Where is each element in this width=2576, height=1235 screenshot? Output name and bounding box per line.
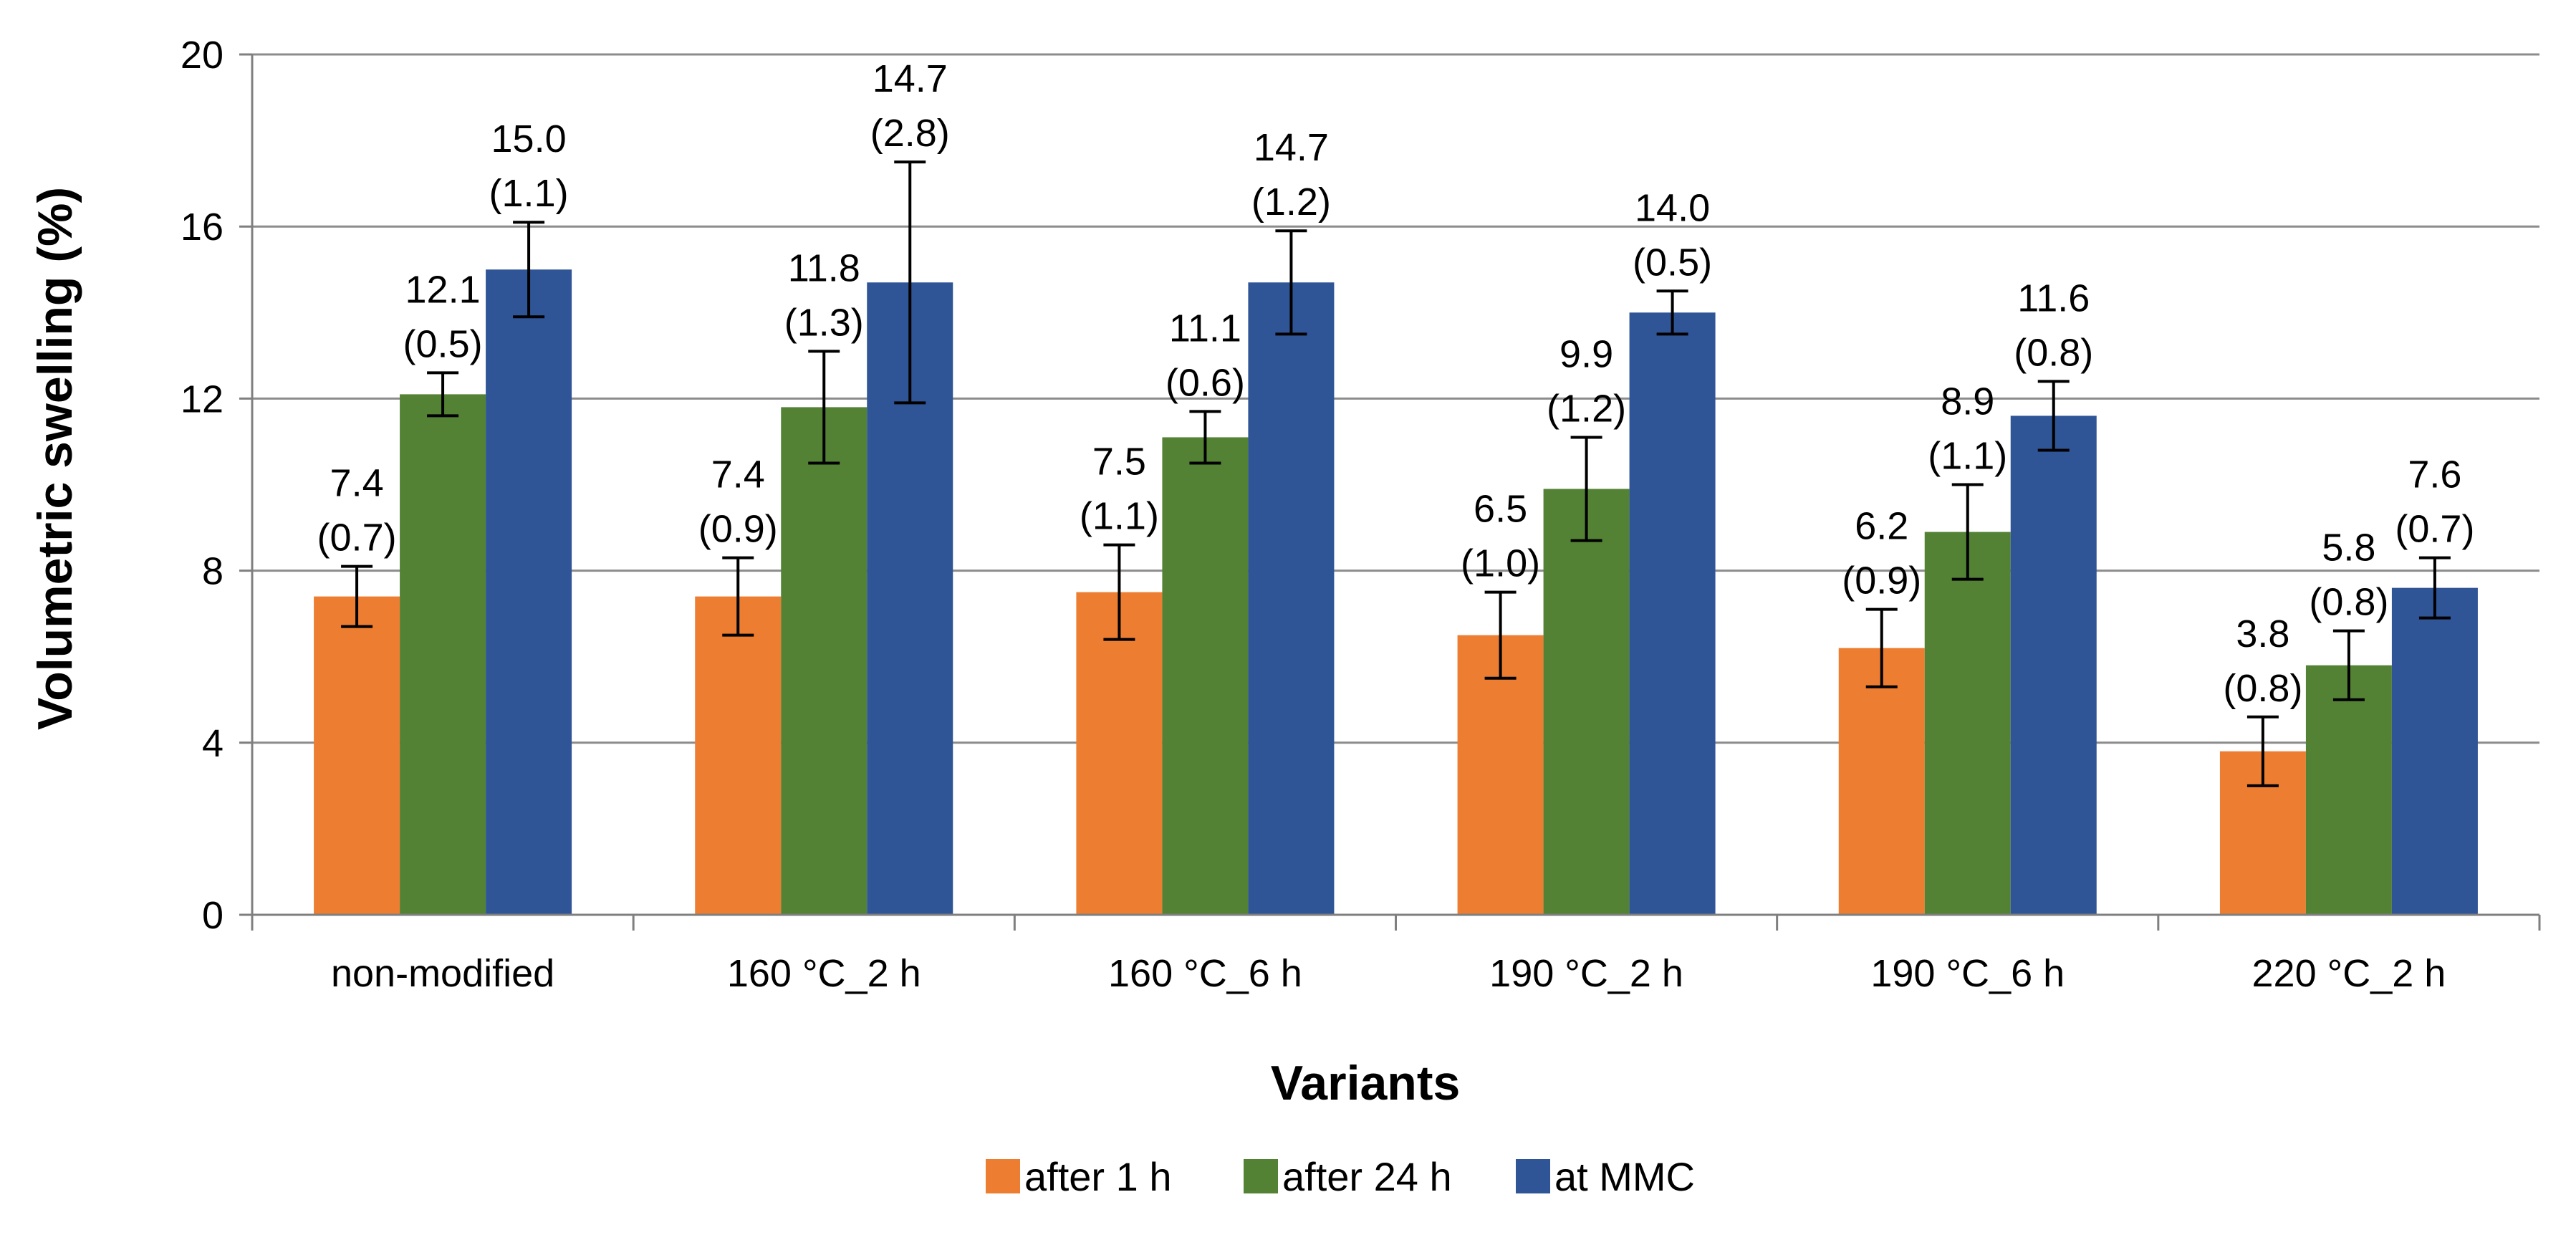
value-label: 15.0 <box>491 117 567 160</box>
error-bars <box>341 160 2451 787</box>
x-tick-label: 190 °C_2 h <box>1489 952 1683 995</box>
y-tick-label: 8 <box>202 550 224 593</box>
bar <box>1162 437 1249 915</box>
value-label: 3.8 <box>2236 612 2289 655</box>
legend: after 1 h after 24 h at MMC <box>986 1154 1695 1199</box>
bar <box>1924 532 2011 915</box>
error-label: (1.1) <box>1080 495 1159 538</box>
y-tick-label: 4 <box>202 722 224 765</box>
y-tick-label: 16 <box>181 206 224 249</box>
bar <box>2010 415 2097 915</box>
error-label: (0.9) <box>698 508 778 551</box>
error-label: (2.8) <box>870 112 950 155</box>
bar <box>781 407 868 915</box>
bar <box>1629 312 1716 915</box>
y-axis-title: Volumetric swelling (%) <box>28 187 82 730</box>
error-label: (0.6) <box>1166 361 1245 404</box>
bar <box>2391 587 2478 915</box>
bars <box>314 269 2478 915</box>
bar <box>2305 665 2392 915</box>
value-label: 14.7 <box>1254 126 1329 169</box>
bar <box>695 596 782 915</box>
error-label: (0.8) <box>2014 331 2093 374</box>
bar <box>1248 282 1335 915</box>
value-label: 7.4 <box>330 462 384 505</box>
error-label: (1.2) <box>1251 181 1331 224</box>
legend-label: at MMC <box>1554 1154 1695 1199</box>
error-label: (1.3) <box>784 301 864 344</box>
bar <box>1543 489 1630 915</box>
error-label: (1.2) <box>1547 387 1626 430</box>
error-label: (1.1) <box>1928 435 2007 478</box>
bar <box>1457 635 1544 915</box>
tick-labels: 0 4 8 12 16 20 non-modified 160 °C_2 h 160 °C_6 … <box>181 34 2446 995</box>
y-tick-label: 0 <box>202 894 224 937</box>
value-label: 9.9 <box>1559 332 1613 375</box>
error-label: (0.7) <box>2395 508 2474 551</box>
error-label: (0.8) <box>2309 581 2388 624</box>
value-label: 7.4 <box>711 453 765 496</box>
x-axis-title: Variants <box>1271 1056 1461 1110</box>
legend-swatch <box>1244 1159 1278 1193</box>
value-label: 14.7 <box>873 57 948 100</box>
bar <box>314 596 400 915</box>
error-label: (1.0) <box>1461 542 1540 585</box>
value-label: 6.2 <box>1855 505 1908 548</box>
error-label: (0.5) <box>1633 241 1712 284</box>
bar <box>1076 592 1163 915</box>
value-label: 7.5 <box>1092 441 1146 484</box>
legend-label: after 1 h <box>1024 1154 1171 1199</box>
gridlines <box>252 53 2539 744</box>
legend-swatch <box>986 1159 1020 1193</box>
value-label: 5.8 <box>2322 527 2375 570</box>
y-tick-label: 20 <box>181 34 224 77</box>
value-label: 11.8 <box>788 246 860 289</box>
bar <box>486 269 572 915</box>
error-label: (0.8) <box>2223 667 2302 710</box>
y-tick-label: 12 <box>181 378 224 421</box>
axes <box>239 53 2541 931</box>
x-tick-label: 160 °C_2 h <box>727 952 921 995</box>
x-tick-label: 220 °C_2 h <box>2252 952 2446 995</box>
legend-label: after 24 h <box>1282 1154 1452 1199</box>
error-label: (0.9) <box>1842 559 1921 602</box>
value-label: 12.1 <box>405 268 481 311</box>
x-tick-label: 190 °C_6 h <box>1870 952 2065 995</box>
value-label: 14.0 <box>1635 186 1710 229</box>
value-label: 7.6 <box>2408 453 2461 496</box>
value-label: 6.5 <box>1474 488 1527 531</box>
bar <box>400 394 486 915</box>
error-label: (0.7) <box>317 516 397 559</box>
bar <box>1838 648 1925 915</box>
x-tick-label: non-modified <box>331 952 554 995</box>
error-label: (1.1) <box>489 172 569 215</box>
x-tick-label: 160 °C_6 h <box>1108 952 1302 995</box>
value-label: 8.9 <box>1941 380 1994 423</box>
error-label: (0.5) <box>403 322 483 365</box>
data-labels: (0.7) 7.4 (0.9) 7.4 (1.1) 7.5 (1.0) 6.5 (0.9) 6.2… <box>317 57 2475 710</box>
value-label: 11.1 <box>1169 307 1241 350</box>
legend-swatch <box>1516 1159 1550 1193</box>
value-label: 11.6 <box>2017 277 2090 319</box>
